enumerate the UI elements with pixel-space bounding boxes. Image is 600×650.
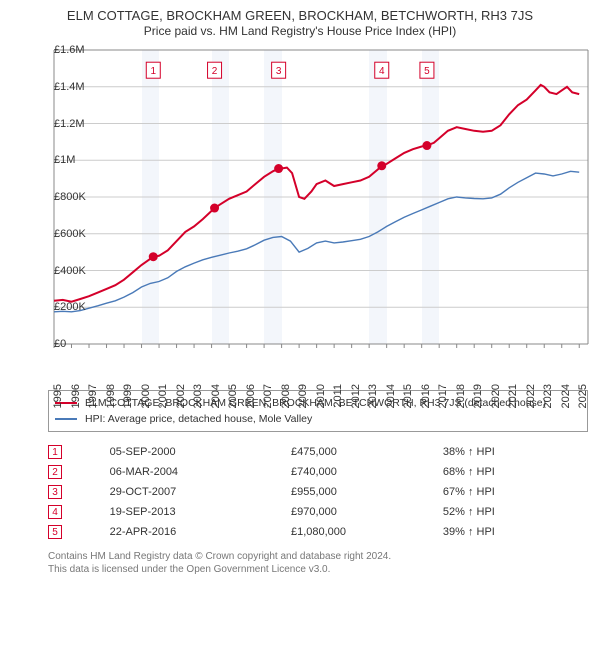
sale-marker-icon: 4 [48,505,62,519]
sale-marker-flag: 2 [208,62,222,78]
chart-subtitle: Price paid vs. HM Land Registry's House … [8,24,592,38]
svg-text:5: 5 [424,66,430,77]
x-tick-label: 2016 [418,384,432,408]
legend-swatch [55,418,77,420]
x-tick-label: 2024 [558,384,572,408]
x-tick-label: 1996 [68,384,82,408]
series-elm-cottage [54,85,579,302]
legend-label: HPI: Average price, detached house, Mole… [85,413,312,425]
x-tick-label: 2012 [348,384,362,408]
sale-marker-flag: 4 [375,62,389,78]
sale-vs-hpi: 67% ↑ HPI [443,482,588,502]
table-row: 1 05-SEP-2000£475,00038% ↑ HPI [48,442,588,462]
sale-marker-flag: 3 [272,62,286,78]
sale-price: £955,000 [291,482,443,502]
x-tick-label: 2018 [453,384,467,408]
x-tick-label: 2013 [365,384,379,408]
x-tick-label: 2002 [173,384,187,408]
x-tick-label: 1997 [85,384,99,408]
sale-date: 22-APR-2016 [110,522,291,542]
sale-vs-hpi: 38% ↑ HPI [443,442,588,462]
x-tick-label: 2001 [155,384,169,408]
x-tick-label: 2010 [313,384,327,408]
sale-marker-icon: 3 [48,485,62,499]
y-tick-label: £1M [54,154,58,166]
footer: Contains HM Land Registry data © Crown c… [48,550,588,576]
y-tick-label: £0 [54,338,58,350]
sale-date: 19-SEP-2013 [110,502,291,522]
svg-text:3: 3 [276,66,282,77]
sales-table: 1 05-SEP-2000£475,00038% ↑ HPI 2 06-MAR-200… [48,442,588,542]
sale-marker-dot [149,252,158,261]
table-row: 3 29-OCT-2007£955,00067% ↑ HPI [48,482,588,502]
sale-date: 29-OCT-2007 [110,482,291,502]
svg-text:1: 1 [150,66,156,77]
legend-item: HPI: Average price, detached house, Mole… [55,411,581,427]
svg-text:4: 4 [379,66,385,77]
sale-price: £740,000 [291,462,443,482]
sale-date: 06-MAR-2004 [110,462,291,482]
sale-price: £475,000 [291,442,443,462]
x-tick-label: 2007 [260,384,274,408]
sale-marker-icon: 2 [48,465,62,479]
footer-line-2: This data is licensed under the Open Gov… [48,563,588,576]
y-tick-label: £1.6M [54,44,58,56]
x-tick-label: 2021 [505,384,519,408]
table-row: 4 19-SEP-2013£970,00052% ↑ HPI [48,502,588,522]
x-tick-label: 2009 [295,384,309,408]
sale-marker-dot [377,161,386,170]
table-row: 5 22-APR-2016£1,080,00039% ↑ HPI [48,522,588,542]
sale-marker-icon: 1 [48,445,62,459]
sale-vs-hpi: 68% ↑ HPI [443,462,588,482]
sale-price: £970,000 [291,502,443,522]
sale-price: £1,080,000 [291,522,443,542]
x-tick-label: 2000 [138,384,152,408]
y-tick-label: £600K [54,228,58,240]
x-tick-label: 1995 [50,384,64,408]
sale-marker-dot [210,204,219,213]
chart-title: ELM COTTAGE, BROCKHAM GREEN, BROCKHAM, B… [8,8,592,23]
x-tick-label: 2005 [225,384,239,408]
x-tick-label: 2004 [208,384,222,408]
x-tick-label: 2014 [383,384,397,408]
x-tick-label: 2020 [488,384,502,408]
y-tick-label: £1.4M [54,81,58,93]
x-tick-label: 2017 [435,384,449,408]
y-tick-label: £1.2M [54,118,58,130]
series-hpi [54,171,579,311]
x-tick-label: 2025 [575,384,589,408]
x-tick-label: 2015 [400,384,414,408]
y-tick-label: £400K [54,265,58,277]
sale-marker-dot [274,164,283,173]
chart-plot-area: 1 2 3 4 5 £0 £200K £400K £600K £800K £1M £1.2M £1.4M… [8,44,592,384]
y-tick-label: £200K [54,301,58,313]
sale-date: 05-SEP-2000 [110,442,291,462]
x-tick-label: 2008 [278,384,292,408]
svg-text:2: 2 [212,66,218,77]
x-tick-label: 1998 [103,384,117,408]
sale-vs-hpi: 52% ↑ HPI [443,502,588,522]
x-tick-label: 2011 [330,384,344,408]
chart-container: ELM COTTAGE, BROCKHAM GREEN, BROCKHAM, B… [0,0,600,650]
sale-marker-flag: 1 [146,62,160,78]
footer-line-1: Contains HM Land Registry data © Crown c… [48,550,588,563]
x-tick-label: 2022 [523,384,537,408]
x-tick-label: 2003 [190,384,204,408]
y-tick-label: £800K [54,191,58,203]
sale-marker-icon: 5 [48,525,62,539]
sale-marker-dot [422,141,431,150]
x-tick-label: 2023 [540,384,554,408]
x-tick-label: 1999 [120,384,134,408]
sale-vs-hpi: 39% ↑ HPI [443,522,588,542]
sale-marker-flag: 5 [420,62,434,78]
table-row: 2 06-MAR-2004£740,00068% ↑ HPI [48,462,588,482]
x-tick-label: 2019 [470,384,484,408]
x-tick-label: 2006 [243,384,257,408]
